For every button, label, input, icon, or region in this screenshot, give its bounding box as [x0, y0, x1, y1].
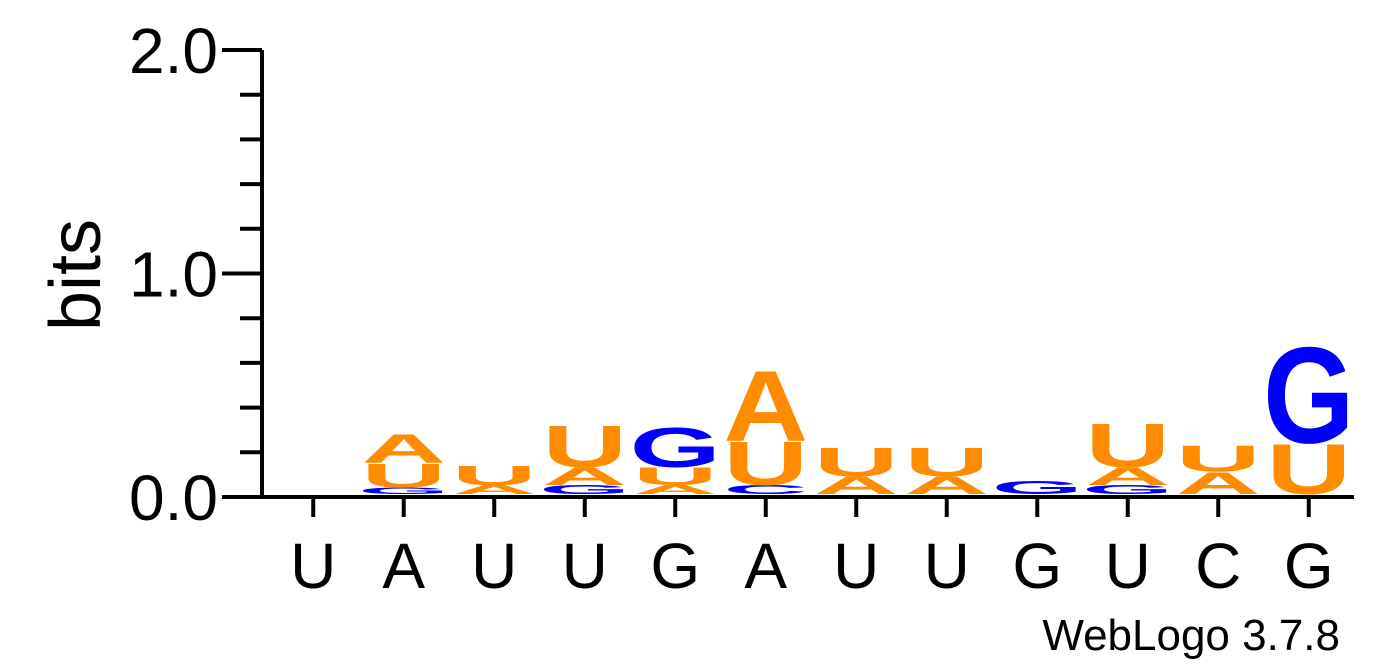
x-tick-label: U [1105, 530, 1151, 602]
logo-letter-U: U [1085, 411, 1170, 481]
y-axis-label: bits [36, 219, 116, 331]
axes: 0.0 1.0 2.0 [129, 15, 1354, 534]
logo-letter-U: U [1266, 429, 1351, 509]
logo-letter-U: U [361, 457, 446, 495]
logo-letter-U: U [904, 440, 989, 485]
logo-letter-G: G [539, 483, 630, 497]
y-tick-label: 0.0 [129, 462, 218, 534]
x-tick-label: U [562, 530, 608, 602]
logo-letter-G: G [358, 486, 449, 496]
x-tick-label: A [382, 530, 425, 602]
logo-letter-A: A [633, 483, 718, 497]
logo-letter-G: G [992, 477, 1083, 498]
weblogo-credit: WebLogo 3.7.8 [1042, 611, 1340, 660]
logo-letter-A: A [814, 471, 899, 499]
x-tick-label: C [1195, 530, 1241, 602]
logo-letter-A: A [1176, 466, 1261, 501]
logo-letter-A: A [1085, 462, 1170, 490]
y-tick-label: 2.0 [129, 15, 218, 87]
logo-letter-U: U [542, 414, 627, 480]
x-tick-label: U [924, 530, 970, 602]
logo-letter-U: U [1176, 438, 1261, 480]
y-tick-label: 1.0 [129, 239, 218, 311]
logo-letter-C: C [723, 483, 808, 497]
x-tick-label: G [1284, 530, 1334, 602]
logo-letter-A: A [542, 462, 627, 490]
x-tick-label: A [744, 530, 787, 602]
logo-letter-A: A [723, 351, 808, 463]
x-tick-label: U [471, 530, 517, 602]
logo-letter-A: A [904, 471, 989, 499]
logo-letter-U: U [814, 440, 899, 485]
logo-letter-U: U [633, 462, 718, 490]
logo-letter-U: U [723, 429, 808, 499]
logo-letter-G: G [630, 417, 721, 479]
logo-letter-G: G [1263, 319, 1354, 473]
logo-letter-A: A [361, 426, 446, 471]
x-tick-label: U [290, 530, 336, 602]
x-tick-label: G [650, 530, 700, 602]
logo-letter-A: A [452, 483, 537, 497]
logo-letter-U: U [452, 460, 537, 491]
logo-letter-G: G [1082, 483, 1173, 497]
x-tick-label: U [833, 530, 879, 602]
x-tick-label: G [1012, 530, 1062, 602]
